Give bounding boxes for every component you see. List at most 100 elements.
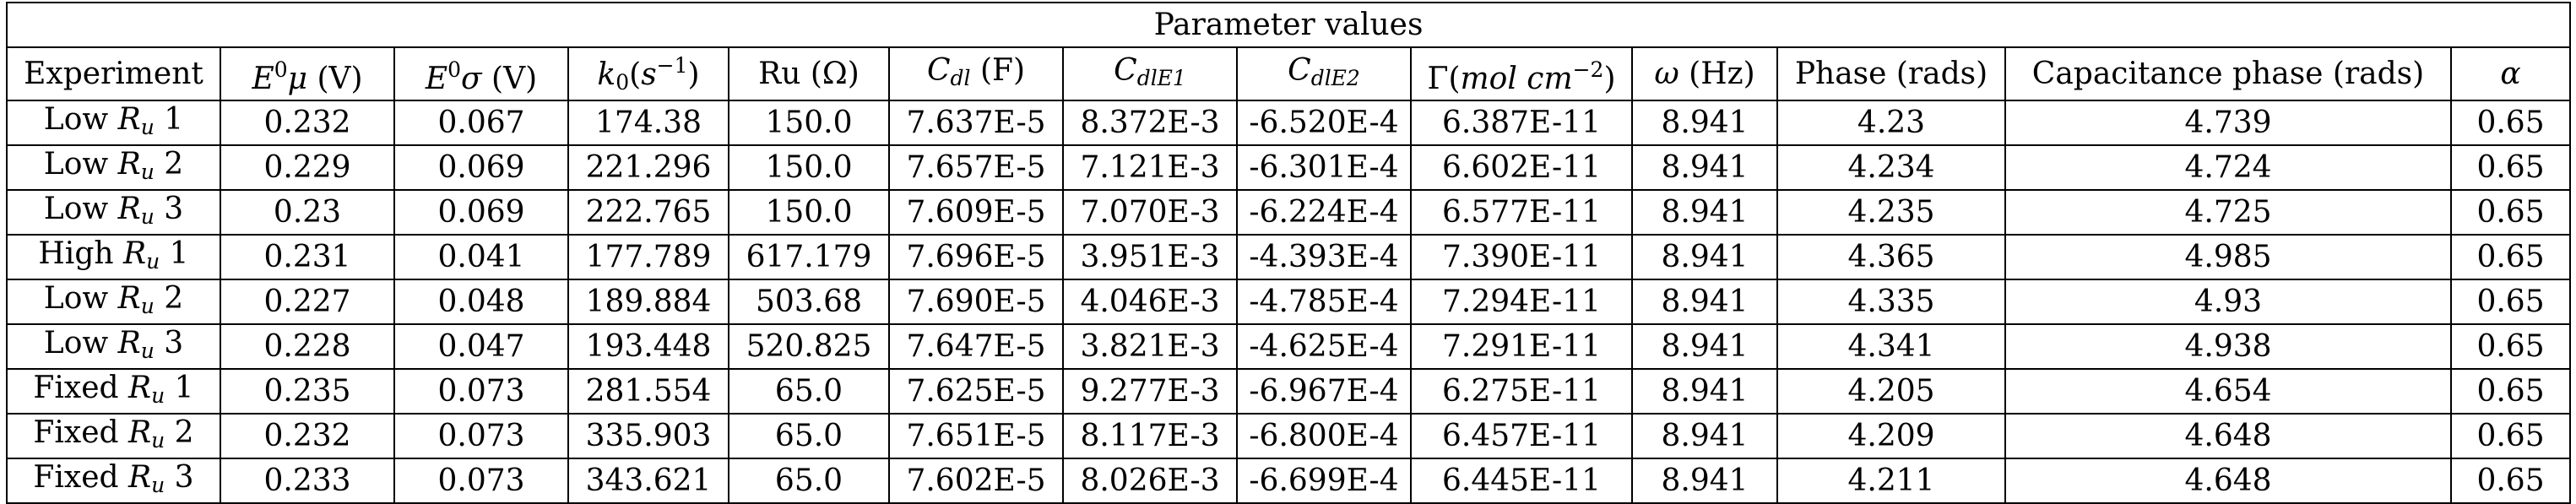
- value-cell: 0.65: [2449, 368, 2572, 415]
- header-display: CdlE2: [1288, 52, 1360, 90]
- value-cell: 0.232: [220, 100, 395, 146]
- value-cell: 520.825: [728, 323, 890, 370]
- experiment-cell: Fixed Ru 1Fixed Ru 1: [6, 368, 221, 415]
- value-cell: 0.65: [2449, 323, 2572, 370]
- header-capacitance-phase: Capacitance phase (rads)Capacitance phas…: [2004, 46, 2452, 101]
- header-cdle1: CdlE1CdlE1: [1062, 46, 1238, 101]
- value-cell: 0.65: [2449, 458, 2572, 504]
- header-display: Capacitance phase (rads): [2031, 57, 2425, 91]
- table-row: Fixed Ru 2Fixed Ru 20.2320.073335.90365.…: [6, 413, 2572, 459]
- value-cell: -6.967E-4: [1236, 368, 1412, 415]
- value-cell: 4.739: [2004, 100, 2452, 146]
- value-cell: 193.448: [567, 323, 729, 370]
- table-row: Fixed Ru 3Fixed Ru 30.2330.073343.62165.…: [6, 458, 2572, 504]
- parameter-values-table: Parameter values ExperimentExperimentE0μ…: [5, 2, 2572, 504]
- value-cell: 7.294E-11: [1410, 279, 1633, 325]
- value-cell: 3.821E-3: [1062, 323, 1238, 370]
- value-cell: 6.577E-11: [1410, 189, 1633, 236]
- value-cell: 0.65: [2449, 144, 2572, 191]
- value-cell: 7.070E-3: [1062, 189, 1238, 236]
- value-cell: 177.789: [567, 234, 729, 280]
- value-cell: 8.026E-3: [1062, 458, 1238, 504]
- value-cell: 0.041: [393, 234, 569, 280]
- value-cell: 503.68: [728, 279, 890, 325]
- value-cell: -6.520E-4: [1236, 100, 1412, 146]
- header-phase: Phase (rads)Phase (rads): [1776, 46, 2006, 101]
- table-row: Low Ru 1Low Ru 10.2320.067174.38150.07.6…: [6, 100, 2572, 146]
- value-cell: 7.696E-5: [888, 234, 1064, 280]
- value-cell: -6.699E-4: [1236, 458, 1412, 504]
- value-cell: 4.235: [1776, 189, 2006, 236]
- value-cell: 4.341: [1776, 323, 2006, 370]
- value-cell: 7.637E-5: [888, 100, 1064, 146]
- table-body: Low Ru 1Low Ru 10.2320.067174.38150.07.6…: [6, 100, 2572, 504]
- header-cdl: Cdl (F)Cdl (F): [888, 46, 1064, 101]
- value-cell: 281.554: [567, 368, 729, 415]
- value-cell: 343.621: [567, 458, 729, 504]
- value-cell: 4.93: [2004, 279, 2452, 325]
- value-cell: 7.690E-5: [888, 279, 1064, 325]
- value-cell: 221.296: [567, 144, 729, 191]
- experiment-cell: Fixed Ru 3Fixed Ru 3: [6, 458, 221, 504]
- value-cell: 65.0: [728, 458, 890, 504]
- value-cell: 4.335: [1776, 279, 2006, 325]
- experiment-display: Fixed Ru 2: [33, 415, 194, 453]
- value-cell: 0.232: [220, 413, 395, 459]
- value-cell: 150.0: [728, 189, 890, 236]
- experiment-display: Low Ru 3: [43, 325, 184, 363]
- value-cell: 0.048: [393, 279, 569, 325]
- value-cell: -6.301E-4: [1236, 144, 1412, 191]
- header-display: Phase (rads): [1794, 57, 1988, 91]
- table-title: Parameter values: [5, 2, 2572, 48]
- value-cell: 0.073: [393, 413, 569, 459]
- experiment-display: Fixed Ru 3: [33, 459, 194, 497]
- value-cell: -6.800E-4: [1236, 413, 1412, 459]
- table-row: Low Ru 2Low Ru 20.2270.048189.884503.687…: [6, 279, 2572, 325]
- header-alpha: αα: [2449, 46, 2572, 101]
- header-display: α: [2500, 57, 2521, 91]
- value-cell: 4.365: [1776, 234, 2006, 280]
- value-cell: -6.224E-4: [1236, 189, 1412, 236]
- header-row: ExperimentExperimentE0μ (V)E0μ (V)E0σ (V…: [6, 46, 2572, 101]
- value-cell: 65.0: [728, 368, 890, 415]
- value-cell: 6.275E-11: [1410, 368, 1633, 415]
- value-cell: 7.647E-5: [888, 323, 1064, 370]
- value-cell: 7.390E-11: [1410, 234, 1633, 280]
- value-cell: 8.941: [1631, 413, 1778, 459]
- header-display: CdlE1: [1114, 52, 1186, 90]
- value-cell: 0.227: [220, 279, 395, 325]
- table-row: Fixed Ru 1Fixed Ru 10.2350.073281.55465.…: [6, 368, 2572, 415]
- value-cell: 9.277E-3: [1062, 368, 1238, 415]
- value-cell: 617.179: [728, 234, 890, 280]
- title-row: Parameter values: [5, 2, 2572, 48]
- value-cell: 174.38: [567, 100, 729, 146]
- header-text: Γ(mol cm−2): [1427, 55, 1428, 56]
- value-cell: 8.941: [1631, 458, 1778, 504]
- value-cell: 7.121E-3: [1062, 144, 1238, 191]
- value-cell: 4.234: [1776, 144, 2006, 191]
- value-cell: 8.941: [1631, 234, 1778, 280]
- value-cell: 0.65: [2449, 189, 2572, 236]
- value-cell: 65.0: [728, 413, 890, 459]
- header-display: Γ(mol cm−2): [1427, 57, 1616, 96]
- value-cell: -4.625E-4: [1236, 323, 1412, 370]
- header-ru: Ru (Ω)Ru (Ω): [728, 46, 890, 101]
- value-cell: 7.657E-5: [888, 144, 1064, 191]
- value-cell: 4.938: [2004, 323, 2452, 370]
- value-cell: 0.231: [220, 234, 395, 280]
- value-cell: 4.046E-3: [1062, 279, 1238, 325]
- header-display: k0(s−1): [597, 53, 700, 95]
- experiment-cell: High Ru 1High Ru 1: [6, 234, 221, 280]
- value-cell: 189.884: [567, 279, 729, 325]
- experiment-display: Fixed Ru 1: [33, 370, 194, 408]
- table-row: High Ru 1High Ru 10.2310.041177.789617.1…: [6, 234, 2572, 280]
- header-k0: k0(s−1)k0(s−1): [567, 46, 729, 101]
- parameter-table-container: Parameter values ExperimentExperimentE0μ…: [5, 2, 2572, 504]
- experiment-display: High Ru 1: [38, 236, 189, 274]
- header-display: E0μ (V): [252, 57, 363, 96]
- experiment-display: Low Ru 2: [43, 146, 184, 184]
- table-row: Low Ru 2Low Ru 20.2290.069221.296150.07.…: [6, 144, 2572, 191]
- value-cell: 4.648: [2004, 413, 2452, 459]
- header-display: ω (Hz): [1654, 57, 1755, 91]
- value-cell: 8.941: [1631, 144, 1778, 191]
